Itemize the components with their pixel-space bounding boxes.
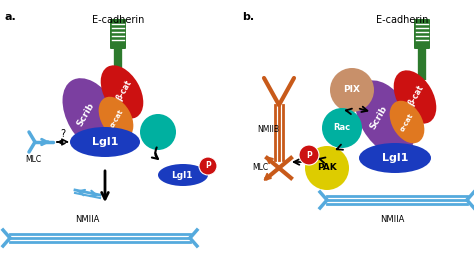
Ellipse shape [70,127,140,157]
Text: α-cat: α-cat [109,108,125,128]
Text: P: P [205,161,211,170]
Circle shape [305,146,349,190]
Text: NMIIB: NMIIB [257,125,279,134]
Ellipse shape [99,97,133,139]
Text: α-cat: α-cat [400,112,415,132]
Text: b.: b. [242,12,254,22]
Text: MLC: MLC [252,164,268,173]
Ellipse shape [100,65,143,119]
Text: Scrib: Scrib [76,102,96,128]
Text: NMIIA: NMIIA [75,215,100,224]
Circle shape [330,68,374,112]
Text: Scrib: Scrib [369,105,389,132]
Text: Lgl1: Lgl1 [382,153,408,163]
Text: Rac: Rac [333,124,351,133]
Ellipse shape [158,164,208,186]
Text: Lgl1: Lgl1 [171,170,193,180]
Text: PAK: PAK [317,164,337,173]
Text: E-cadherin: E-cadherin [92,15,144,25]
Text: a.: a. [5,12,17,22]
Text: MLC: MLC [25,155,41,164]
Circle shape [199,157,217,175]
Ellipse shape [390,101,424,143]
Ellipse shape [394,70,436,124]
Text: E-cadherin: E-cadherin [376,15,428,25]
Circle shape [322,108,362,148]
Text: β-cat: β-cat [407,83,426,107]
Text: β-cat: β-cat [115,78,133,102]
Ellipse shape [355,80,415,156]
Ellipse shape [63,78,121,152]
Circle shape [140,114,176,150]
Text: PIX: PIX [344,85,361,94]
Text: NMIIA: NMIIA [380,215,404,224]
Text: P: P [306,150,312,159]
FancyBboxPatch shape [110,19,126,49]
Ellipse shape [359,143,431,173]
Text: ?: ? [61,129,65,139]
Text: Lgl1: Lgl1 [92,137,118,147]
Circle shape [299,145,319,165]
FancyBboxPatch shape [414,19,430,49]
